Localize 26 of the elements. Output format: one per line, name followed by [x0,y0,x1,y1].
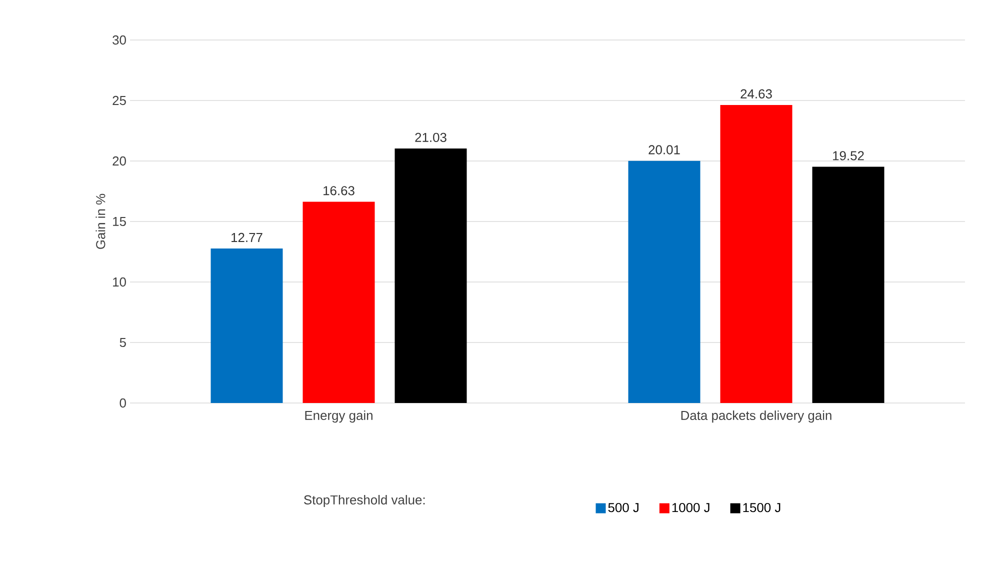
y-tick-label: 20 [112,156,126,166]
x-tick-label: Energy gain [305,410,372,423]
data-label: 24.63 [740,89,772,98]
x-tick-label: Data packets delivery gain [681,410,832,423]
legend-label: 1500 J [743,502,780,512]
bar [628,160,700,403]
legend-title: StopThreshold value: [304,494,425,508]
y-tick-label: 30 [112,35,126,45]
y-tick-label: 0 [120,398,126,408]
bar [394,148,467,403]
y-axis-title: Gain in % [96,194,106,249]
bar [210,248,283,403]
y-tick-label: 10 [113,277,126,287]
y-tick-label: 5 [120,338,126,348]
bar [812,166,884,403]
data-label: 16.63 [324,186,354,196]
legend-label: 500 J [608,502,638,512]
data-label: 21.03 [415,132,446,142]
bar [720,104,792,403]
bar [302,202,375,403]
data-label: 19.52 [833,151,864,160]
data-label: 12.77 [232,232,262,242]
legend-label: 1000 J [672,502,710,512]
y-tick-label: 25 [112,96,126,106]
data-label: 20.01 [648,145,680,154]
y-tick-label: 15 [113,216,126,226]
